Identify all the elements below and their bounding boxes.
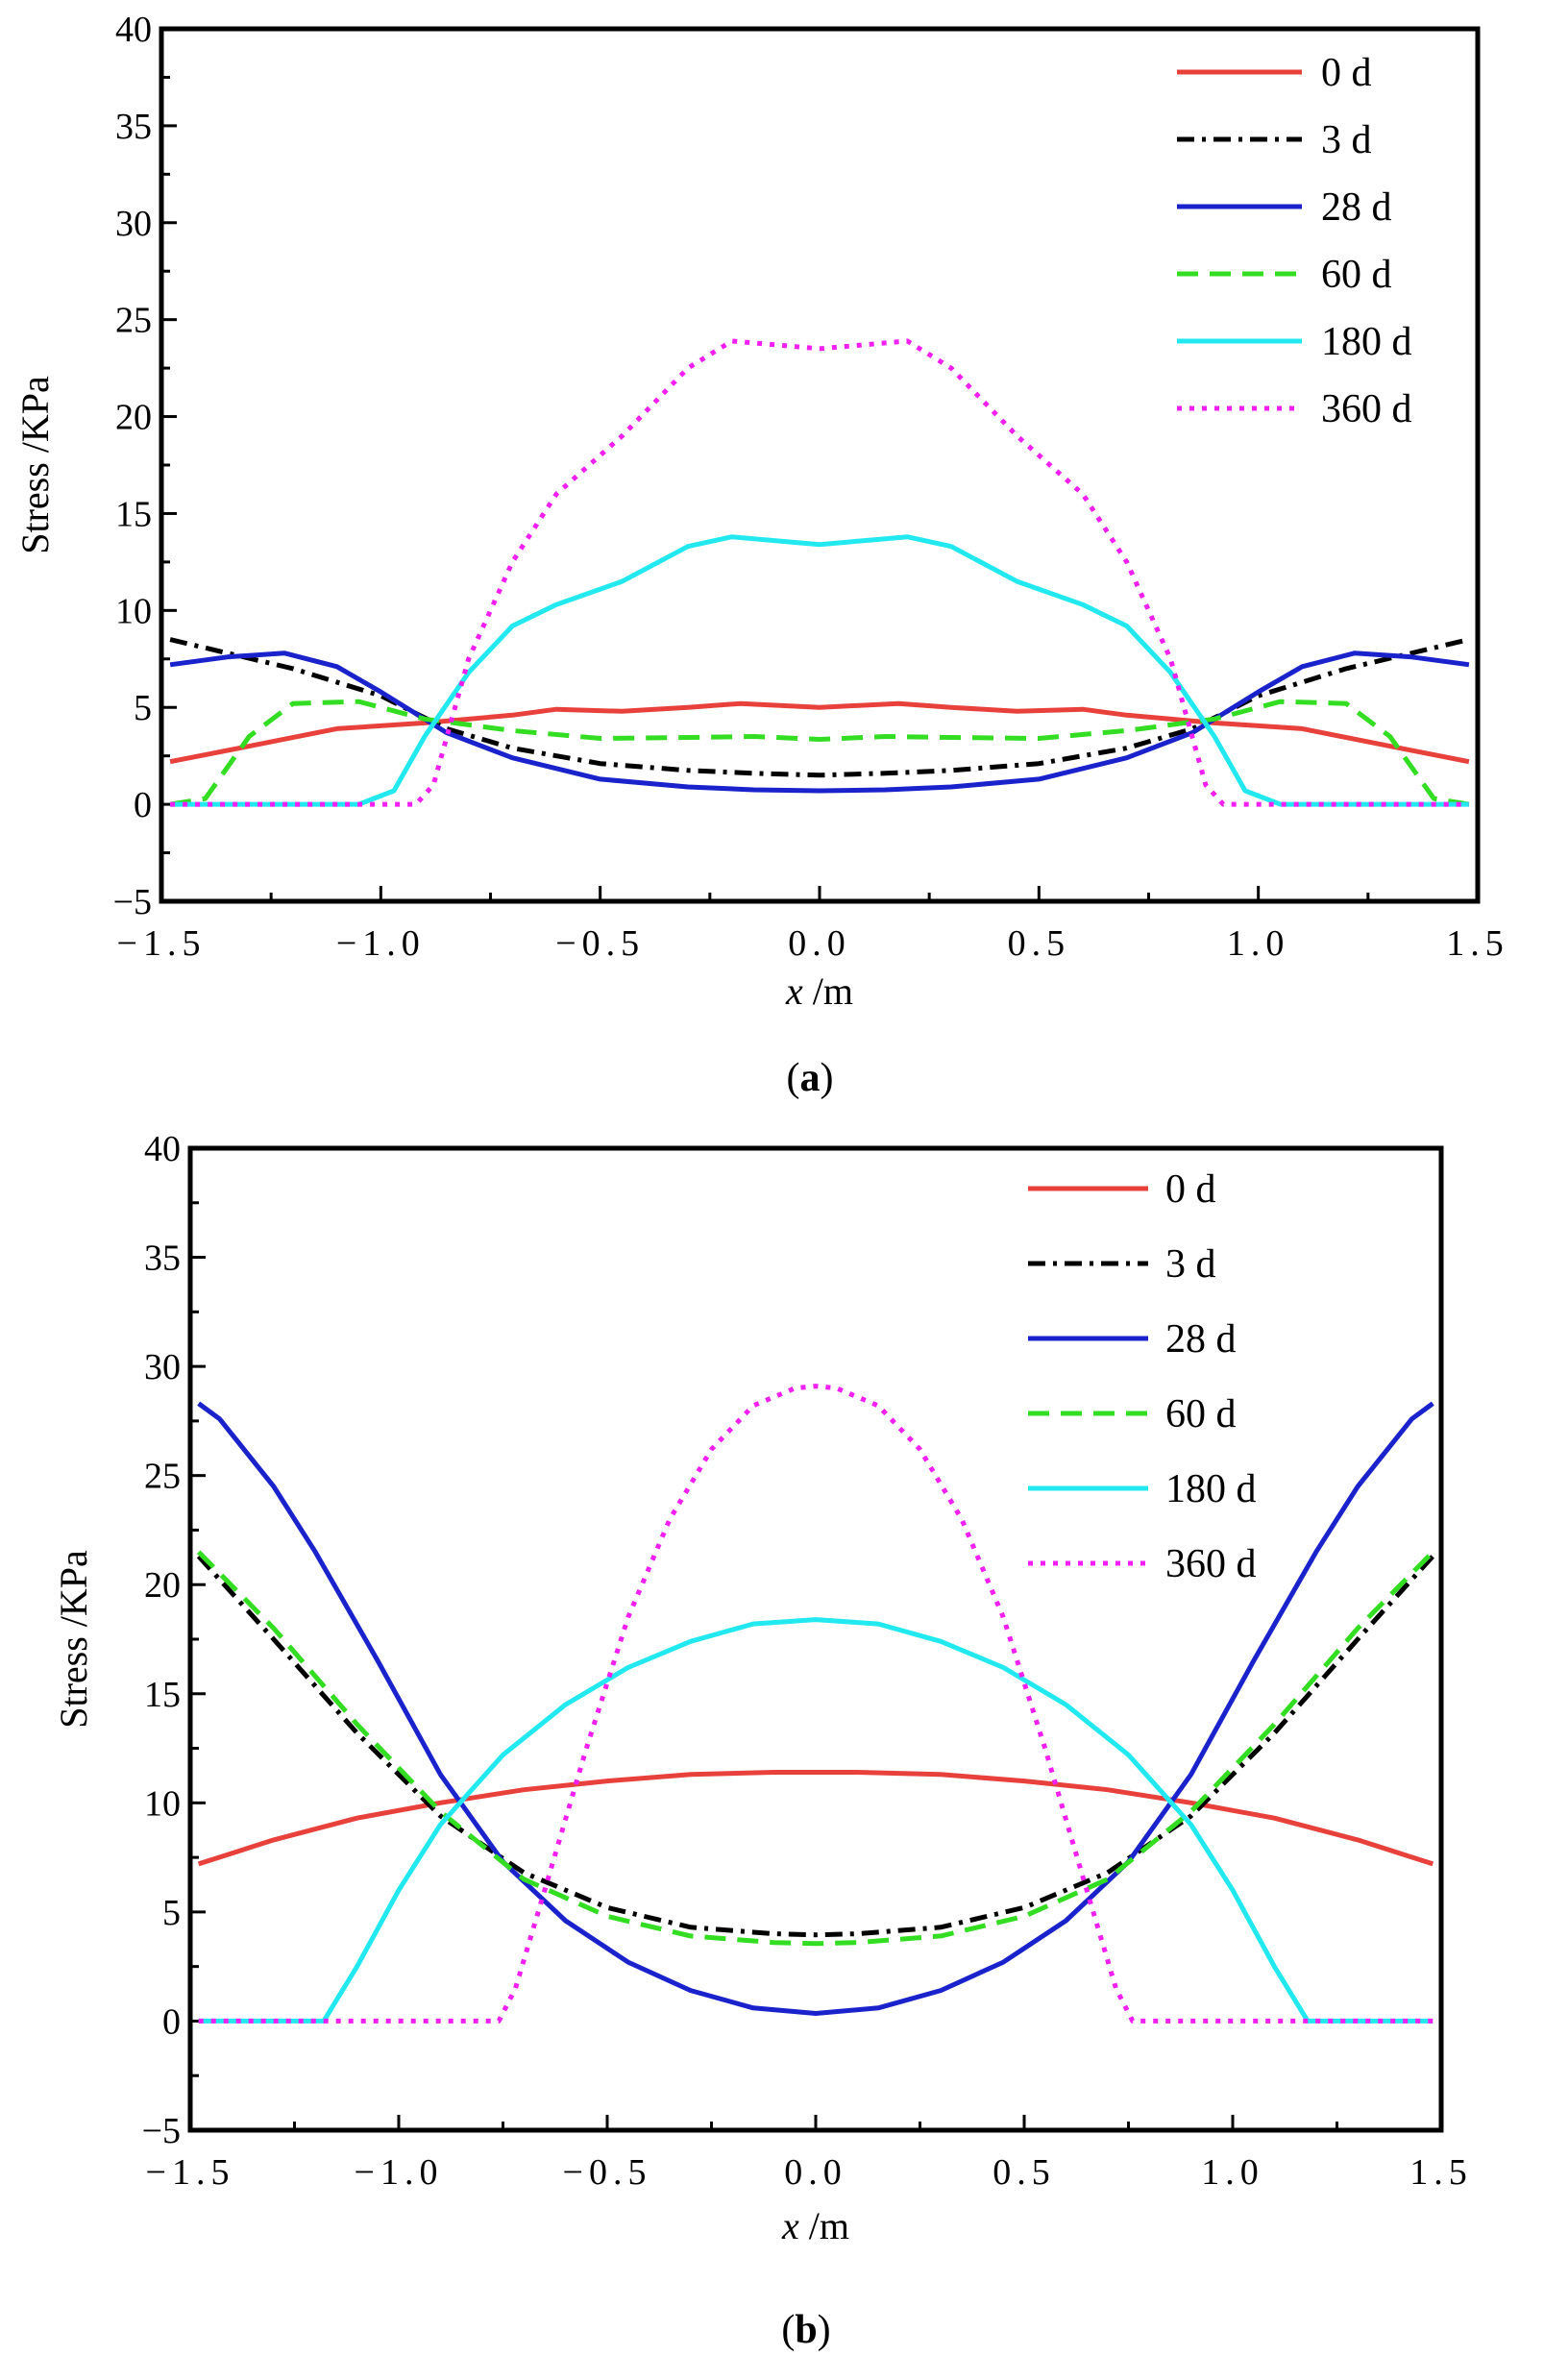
x-tick-label: 0.0 [788,923,851,964]
y-tick-label: 0 [134,785,152,825]
x-tick-label: −1.0 [355,2152,444,2193]
legend: 0 d 3 d 28 d 60 d 180 d 360 d [1028,1167,1257,1586]
y-tick-label: 15 [115,494,152,534]
series-line-0d [197,1770,1434,1867]
x-axis-var: x [781,2204,799,2247]
chart-b: −5 0 5 10 15 20 25 30 35 40 −1.5 −1.0 −0.5 0.0 0.5 1.0 1… [52,1129,1473,2352]
series-line-60d [169,699,1470,807]
legend-label: 28 d [1321,185,1392,230]
y-tick-label: 10 [115,591,152,631]
legend-label: 3 d [1165,1242,1216,1287]
x-tick-label: 1.5 [1446,923,1509,964]
y-tick-label: 30 [144,1347,181,1387]
y-tick-label: 5 [162,1893,181,1933]
y-tick-label: 15 [144,1675,181,1715]
series-line-60d [196,1550,1435,1947]
series-line-28d [197,1401,1434,2016]
y-tick-label: 0 [162,2001,181,2042]
legend-label: 60 d [1321,253,1392,297]
panel-caption: (b) [781,2308,830,2352]
y-tick-label: 5 [134,688,152,728]
x-tick-label: 0.5 [993,2152,1056,2193]
plot-frame [159,26,1481,904]
legend-label: 360 d [1321,387,1412,431]
x-axis-unit: /m [799,2204,849,2247]
y-tick-label: 10 [144,1783,181,1824]
panel-caption: (a) [787,1056,834,1100]
x-tick-label: 1.5 [1409,2152,1473,2193]
y-tick-label: 25 [144,1457,181,1497]
series-group [169,338,1470,807]
series-group [196,1384,1435,2024]
x-tick-label: −0.5 [563,2152,652,2193]
series-line-0d [169,700,1470,765]
x-axis-var: x [785,969,803,1013]
y-tick-label: 20 [144,1565,181,1606]
x-axis-label: x /m [785,969,853,1013]
legend-label: 0 d [1165,1167,1216,1212]
y-tick-label: 35 [144,1239,181,1279]
x-tick-label: −0.5 [555,923,645,964]
x-axis-label: x /m [781,2204,849,2247]
legend-label: 3 d [1321,118,1372,162]
legend-label: 60 d [1165,1392,1237,1436]
x-tick-label: 0.5 [1008,923,1071,964]
series-line-28d [169,650,1470,794]
y-tick-label: 40 [115,10,152,50]
series-line-360d [198,1384,1434,2024]
x-tick-label: 0.0 [784,2152,847,2193]
x-tick-label: −1.5 [146,2152,235,2193]
chart-a: −5 0 5 10 15 20 25 30 35 40 −1.5 −1.0 −0.5 0.0 0.5 1.0 1… [13,10,1509,1100]
legend-label: 180 d [1321,320,1412,364]
series-line-180d [170,534,1469,807]
legend: 0 d 3 d 28 d 60 d 180 d 360 d [1177,51,1412,431]
legend-label: 180 d [1165,1467,1257,1511]
x-tick-label: −1.5 [117,923,207,964]
y-tick-label: −5 [113,882,152,922]
y-tick-label: 25 [115,301,152,341]
legend-label: 28 d [1165,1317,1237,1362]
x-tick-label: 1.0 [1201,2152,1264,2193]
x-tick-label: 1.0 [1227,923,1290,964]
y-tick-label: 35 [115,107,152,147]
legend-label: 360 d [1165,1542,1257,1586]
legend-label: 0 d [1321,51,1372,95]
y-tick-label: 30 [115,204,152,244]
series-line-3d [196,1555,1435,1938]
series-line-180d [198,1617,1434,2024]
y-tick-label: 40 [144,1129,181,1169]
y-axis-label: Stress /KPa [13,376,57,554]
y-tick-label: −5 [142,2111,181,2151]
x-tick-label: −1.0 [336,923,426,964]
x-axis-unit: /m [803,969,853,1013]
series-line-360d [170,338,1469,807]
y-axis-label: Stress /KPa [52,1550,95,1729]
y-tick-label: 20 [115,398,152,438]
plot-frame [187,1145,1444,2133]
